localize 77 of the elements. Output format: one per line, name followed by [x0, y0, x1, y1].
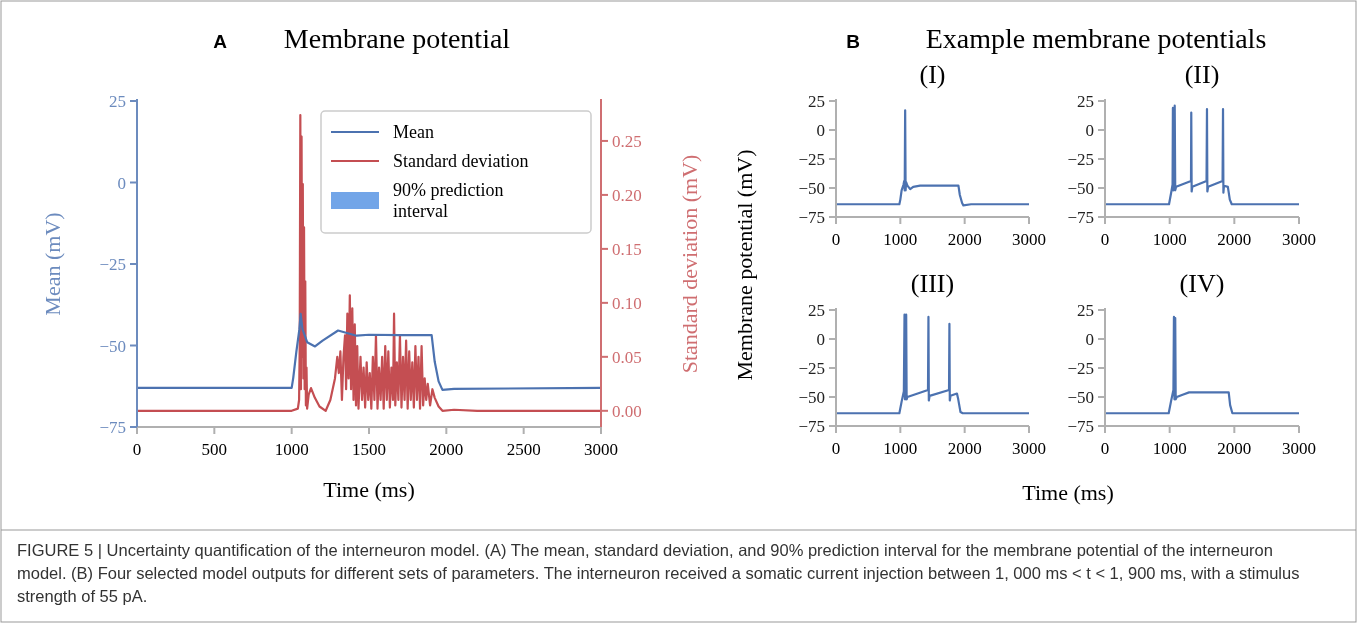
caption: FIGURE 5 | Uncertainty quantification of the interneuron model. (A) The mean, standard deviation, and 90% prediction interval for the membrane potential of the interneuron model. (B) Four selected model outputs for different sets of parameters. The interneuron received a somatic current injection between 1, 000 ms < t < 1, 900 ms, with a stimulus strength of 55 pA.: [17, 541, 1300, 605]
line-series: [834, 313, 1031, 415]
y-tick-label: −25: [99, 255, 126, 274]
line-series: [1103, 315, 1301, 415]
line-series: [135, 312, 603, 391]
chart-title: (III): [910, 269, 955, 298]
y-axis-title: Mean (mV): [40, 212, 65, 316]
y2-axis-title: Standard deviation (mV): [677, 154, 702, 374]
y-tick-label: −75: [1067, 208, 1094, 227]
x-tick-label: 2000: [947, 230, 982, 249]
text: A: [213, 31, 228, 52]
y-tick-label: −75: [99, 418, 126, 437]
chart-title: Membrane potential: [283, 23, 511, 54]
y-tick-label: −75: [798, 417, 825, 436]
x-tick-label: 0: [1100, 439, 1110, 458]
chart-title: (I): [919, 60, 946, 89]
x-tick-label: 2000: [1217, 230, 1252, 249]
y2-tick-label: 0.05: [612, 347, 642, 367]
y-tick-label: −50: [1067, 388, 1094, 407]
y-tick-label: −75: [1067, 417, 1094, 436]
y-tick-label: −25: [798, 359, 825, 378]
y2-tick-label: 0.25: [612, 131, 642, 151]
line-series: [135, 113, 603, 412]
y-axis-title: Membrane potential (mV): [732, 149, 757, 381]
text: B: [846, 31, 860, 52]
y-tick-label: 25: [109, 92, 126, 111]
text: Example membrane potentials: [925, 23, 1267, 54]
y-tick-label: 0: [816, 330, 825, 349]
x-tick-label: 2000: [1217, 439, 1252, 458]
y-tick-label: −50: [798, 179, 825, 198]
y-tick-label: 0: [117, 173, 126, 193]
x-tick-label: 500: [201, 440, 228, 459]
x-tick-label: 1000: [883, 439, 918, 458]
y-tick-label: 0: [816, 121, 825, 140]
x-tick-label: 2000: [947, 439, 982, 458]
x-tick-label: 3000: [1012, 230, 1046, 249]
x-tick-label: 3000: [1282, 439, 1316, 458]
y-tick-label: −50: [99, 336, 126, 356]
x-tick-label: 3000: [1012, 439, 1046, 458]
x-axis-title: Time (ms): [1022, 480, 1114, 505]
y-tick-label: −50: [1067, 179, 1094, 198]
y2-tick-label: 0.10: [612, 293, 642, 313]
line-series: [1103, 104, 1301, 206]
y2-tick-label: 0.20: [612, 185, 642, 205]
y-tick-label: −75: [798, 208, 825, 227]
y-tick-label: −25: [1067, 150, 1094, 169]
x-tick-label: 1000: [883, 230, 918, 249]
y-tick-label: 0: [1085, 121, 1094, 140]
x-tick-label: 1000: [1152, 439, 1187, 458]
legend-label: Mean: [393, 122, 434, 142]
x-tick-label: 0: [1100, 230, 1110, 249]
x-axis-title: Time (ms): [323, 477, 415, 502]
x-tick-label: 0: [831, 439, 841, 458]
y-tick-label: 25: [1077, 92, 1094, 111]
x-tick-label: 0: [831, 230, 841, 249]
y-tick-label: 25: [1077, 301, 1094, 320]
x-tick-label: 0: [132, 440, 142, 459]
legend-label: Standard deviation: [393, 151, 529, 171]
x-tick-label: 1500: [352, 440, 386, 459]
x-tick-label: 1000: [274, 440, 309, 459]
y2-tick-label: 0.15: [612, 239, 642, 259]
legend-label: 90% prediction interval: [393, 180, 504, 221]
x-tick-label: 1000: [1152, 230, 1187, 249]
chart-title: (IV): [1179, 269, 1225, 298]
y-tick-label: −50: [798, 388, 825, 407]
x-tick-label: 3000: [1282, 230, 1316, 249]
line-series: [834, 109, 1031, 207]
x-tick-label: 3000: [584, 440, 618, 459]
y-tick-label: 0: [1085, 330, 1094, 349]
y2-tick-label: 0.00: [612, 401, 642, 421]
chart-title: (II): [1184, 60, 1220, 89]
x-tick-label: 2000: [429, 440, 464, 459]
y-tick-label: −25: [798, 150, 825, 169]
y-tick-label: 25: [808, 92, 825, 111]
y-tick-label: 25: [808, 301, 825, 320]
x-tick-label: 2500: [506, 440, 541, 459]
y-tick-label: −25: [1067, 359, 1094, 378]
